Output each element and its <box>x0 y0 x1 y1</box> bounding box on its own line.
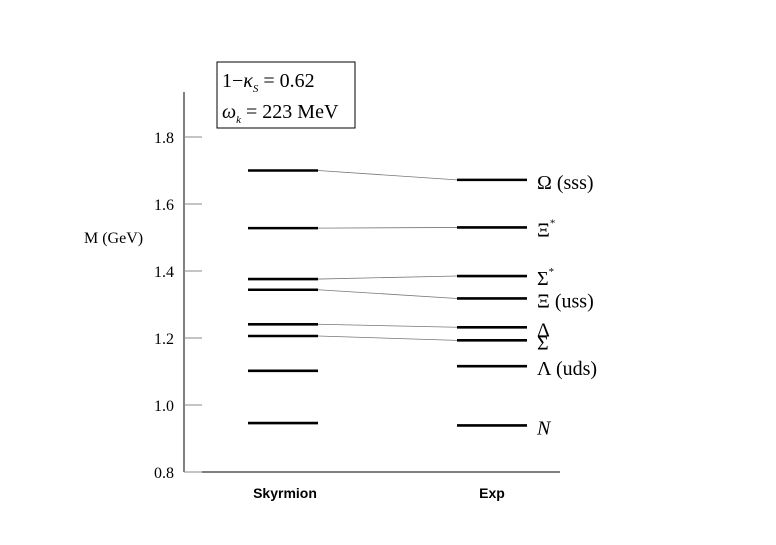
annotation-line-omega: ωk = 223 MeV <box>222 101 339 126</box>
annotation-omega-value: = 223 MeV <box>241 101 339 123</box>
y-tick-label: 1.0 <box>154 398 174 415</box>
annotation-kappa-value: = 0.62 <box>258 70 314 92</box>
annotation-kappa-sub: S <box>253 83 259 95</box>
y-tick-label: 1.8 <box>154 130 174 147</box>
skyrmion-levels <box>248 169 318 425</box>
y-tick-label: 1.2 <box>154 331 174 348</box>
exp-level-label: Σ* <box>537 266 554 290</box>
parameter-annotation: 1−κS = 0.62 ωk = 223 MeV <box>216 61 356 129</box>
annotation-line-kappa: 1−κS = 0.62 <box>222 70 315 95</box>
connector-line <box>317 335 458 341</box>
exp-level-labels: N Λ (uds) ΣΔ Ξ (uss)Σ* Ξ* Ω (sss) <box>536 172 597 440</box>
axes <box>183 92 560 473</box>
exp-level-label: Ξ (uss) <box>537 290 594 312</box>
y-tick-label: 0.8 <box>154 465 174 482</box>
exp-level-label: Λ (uds) <box>537 358 597 380</box>
exp-level-label: Δ <box>537 319 550 341</box>
exp-level-label: N <box>536 417 552 439</box>
connector-line <box>317 275 458 280</box>
connector-lines <box>317 170 458 341</box>
column-label-exp: Exp <box>479 485 505 501</box>
exp-levels <box>457 178 527 427</box>
y-tick-label: 1.6 <box>154 197 174 214</box>
connector-line <box>317 227 458 229</box>
exp-level-label: Σ <box>537 332 549 354</box>
annotation-box <box>216 61 356 129</box>
y-tick-label: 1.4 <box>154 264 174 281</box>
annotation-omega-symbol: ω <box>222 101 236 123</box>
exp-level-label: Ω (sss) <box>537 172 594 194</box>
column-label-skyrmion: Skyrmion <box>253 485 317 501</box>
exp-level-label: Ξ* <box>537 217 555 241</box>
connector-line <box>317 289 458 299</box>
y-ticks: 0.8 1.0 1.2 1.4 1.6 1.8 <box>154 130 202 482</box>
y-axis-label: M (GeV) <box>84 230 143 247</box>
connector-line <box>317 170 458 181</box>
annotation-omega-sub: k <box>236 114 242 126</box>
connector-line <box>317 323 458 328</box>
annotation-kappa-prefix: 1− <box>222 70 243 92</box>
annotation-kappa-symbol: κ <box>243 70 253 92</box>
